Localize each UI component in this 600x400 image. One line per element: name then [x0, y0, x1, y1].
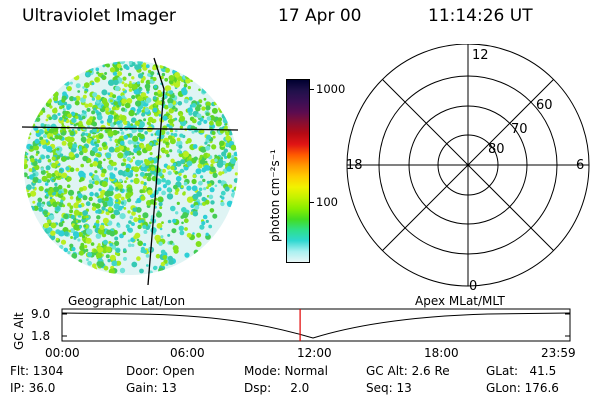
gain-value: Gain: 13 [126, 381, 177, 395]
polar-grid: 12 18 6 0 60 70 80 [346, 44, 590, 294]
colorbar [286, 79, 310, 263]
colorbar-tick-100 [309, 202, 314, 203]
latitude-line [21, 126, 239, 131]
colorbar-gradient [287, 80, 309, 262]
y-tick-1.8: 1.8 [31, 329, 51, 343]
uv-image-panel [21, 57, 239, 286]
timeline-plot [61, 308, 571, 342]
meridian-line [147, 88, 165, 286]
door-status: Door: Open [126, 364, 195, 378]
x-tick-1800: 18:00 [424, 346, 459, 360]
hour-label-0: 0 [469, 279, 477, 294]
lat-label-70: 70 [511, 122, 528, 137]
uv-image-speckle [24, 61, 238, 275]
time-label: 11:14:26 UT [428, 6, 533, 26]
date-label: 17 Apr 00 [278, 6, 362, 26]
hour-label-6: 6 [576, 158, 584, 173]
glat-value: GLat: 41.5 [486, 364, 557, 378]
glon-value: GLon: 176.6 [486, 381, 559, 395]
x-tick-0600: 06:00 [170, 346, 205, 360]
x-tick-0000: 00:00 [45, 346, 80, 360]
ip-value: IP: 36.0 [10, 381, 56, 395]
hour-label-12: 12 [472, 48, 489, 63]
gc-alt-value: GC Alt: 2.6 Re [366, 364, 450, 378]
instrument-title: Ultraviolet Imager [22, 6, 176, 26]
altitude-curve [61, 312, 571, 339]
x-tick-2359: 23:59 [541, 346, 576, 360]
seq-value: Seq: 13 [366, 381, 412, 395]
polar-diagonal-2 [382, 79, 554, 251]
timeline-frame [61, 308, 571, 342]
geographic-title: Geographic Lat/Lon [68, 294, 186, 308]
mode-value: Mode: Normal [244, 364, 328, 378]
meridian-line-top [153, 57, 165, 90]
lat-label-60: 60 [536, 98, 553, 113]
hour-label-18: 18 [346, 158, 363, 173]
flight-number: Flt: 1304 [10, 364, 64, 378]
lat-label-80: 80 [488, 142, 505, 157]
colorbar-unit-label: photon cm⁻²s⁻¹ [268, 149, 282, 242]
colorbar-label-1000: 1000 [316, 82, 346, 96]
dsp-value: Dsp: 2.0 [244, 381, 310, 395]
gc-alt-axis-label: GC Alt [12, 312, 26, 350]
colorbar-tick-1000 [309, 89, 314, 90]
x-tick-1200: 12:00 [297, 346, 332, 360]
colorbar-label-100: 100 [316, 195, 338, 209]
y-tick-9: 9.0 [31, 307, 51, 321]
apex-title: Apex MLat/MLT [415, 294, 505, 308]
